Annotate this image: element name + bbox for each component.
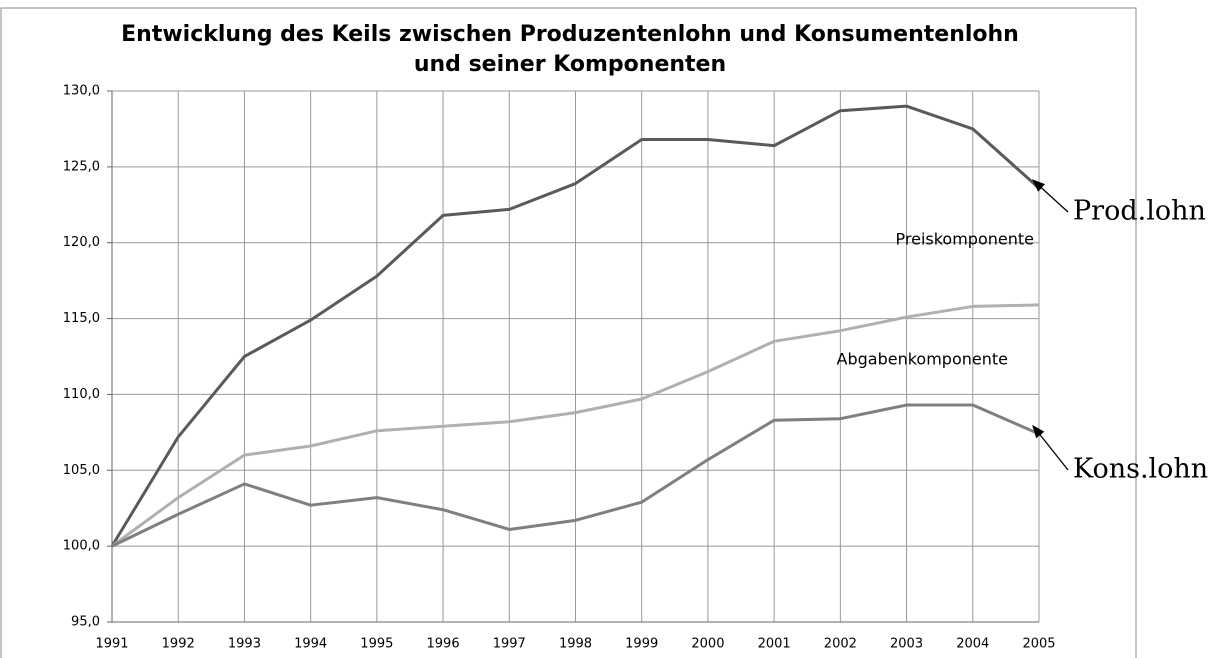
series-label: Prod.lohn bbox=[1073, 196, 1206, 227]
x-tick-label: 1999 bbox=[625, 637, 658, 652]
x-tick-label: 1997 bbox=[493, 637, 526, 652]
x-tick-label: 2004 bbox=[956, 637, 989, 652]
x-tick-label: 1998 bbox=[559, 637, 592, 652]
chart-title: Entwicklung des Keils zwischen Produzent… bbox=[121, 22, 1019, 77]
x-tick-label: 1995 bbox=[360, 637, 393, 652]
x-tick-label: 2001 bbox=[758, 637, 791, 652]
frame bbox=[0, 7, 1137, 658]
x-tick-label: 2003 bbox=[890, 637, 923, 652]
x-tick-label: 1992 bbox=[162, 637, 195, 652]
y-tick-label: 110,0 bbox=[63, 387, 100, 402]
y-tick-label: 100,0 bbox=[63, 539, 100, 554]
x-tick-label: 1994 bbox=[294, 637, 327, 652]
x-tick-label: 1993 bbox=[228, 637, 261, 652]
label-arrow bbox=[1032, 424, 1069, 471]
y-tick-label: 125,0 bbox=[63, 159, 100, 174]
annotation: Preiskomponente bbox=[896, 230, 1034, 249]
annotation: Abgabenkomponente bbox=[837, 350, 1008, 369]
line-series bbox=[111, 303, 1040, 548]
x-tick-label: 2000 bbox=[691, 637, 724, 652]
line-series bbox=[111, 403, 1040, 548]
label-arrow bbox=[1032, 179, 1069, 213]
x-tick-label: 2002 bbox=[824, 637, 857, 652]
x-tick-label: 2005 bbox=[1022, 637, 1055, 652]
x-tick-label: 1991 bbox=[95, 637, 128, 652]
y-tick-label: 105,0 bbox=[63, 463, 100, 478]
line-series bbox=[110, 104, 1040, 547]
y-tick-label: 115,0 bbox=[63, 311, 100, 326]
y-tick-label: 120,0 bbox=[63, 235, 100, 250]
x-tick-label: 1996 bbox=[427, 637, 460, 652]
y-tick-label: 95,0 bbox=[71, 615, 100, 630]
y-tick-label: 130,0 bbox=[63, 84, 100, 99]
series-label: Kons.lohn bbox=[1073, 454, 1208, 485]
